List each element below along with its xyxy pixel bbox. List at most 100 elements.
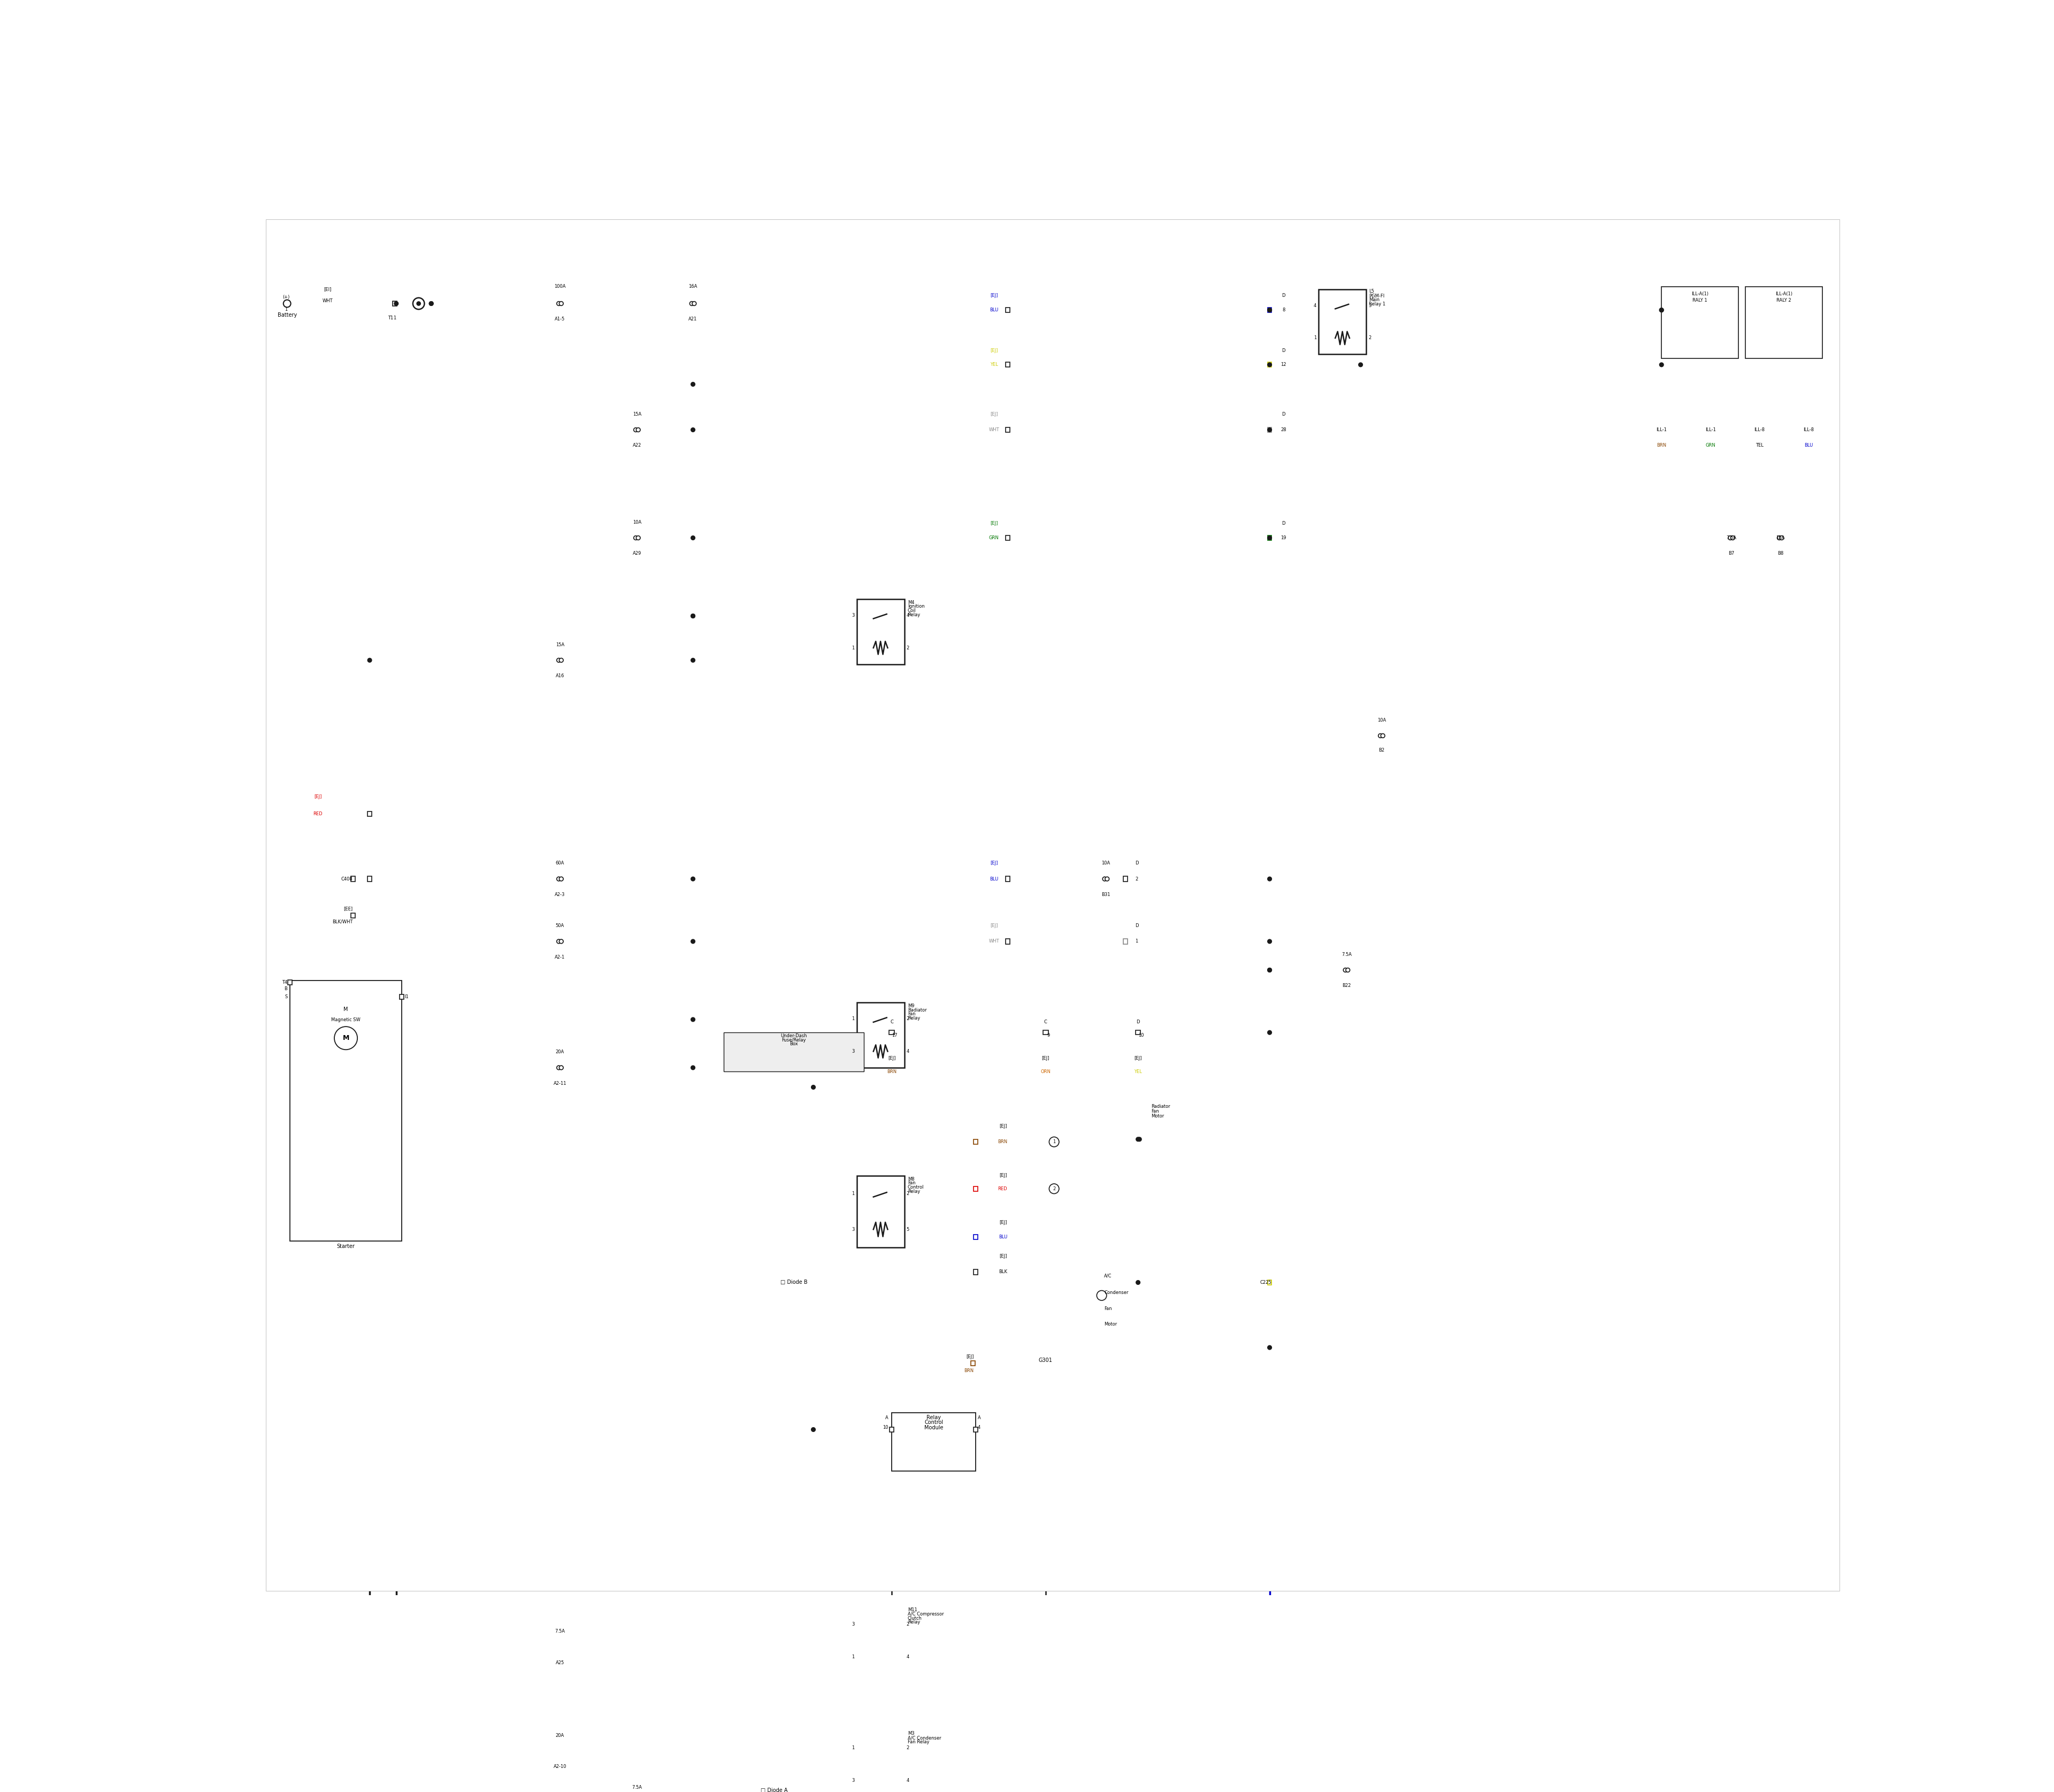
Circle shape xyxy=(635,536,639,539)
Text: 2: 2 xyxy=(906,645,910,650)
Text: BLU: BLU xyxy=(998,1235,1006,1240)
Text: 4: 4 xyxy=(906,613,910,618)
Text: 10: 10 xyxy=(1138,1032,1144,1038)
Circle shape xyxy=(1267,1030,1271,1034)
Bar xyxy=(1124,939,1128,944)
Text: [EJ]: [EJ] xyxy=(965,1355,974,1358)
Circle shape xyxy=(559,301,563,306)
Text: Magnetic SW: Magnetic SW xyxy=(331,1018,362,1021)
Text: S: S xyxy=(286,995,288,1000)
Circle shape xyxy=(559,658,563,663)
Text: D: D xyxy=(1282,294,1286,297)
Text: BLU: BLU xyxy=(990,308,998,312)
Circle shape xyxy=(637,536,641,539)
Text: ILL-A(1): ILL-A(1) xyxy=(1775,292,1793,296)
Circle shape xyxy=(690,1018,694,1021)
Text: WHT: WHT xyxy=(322,299,333,303)
Bar xyxy=(1006,536,1011,541)
Text: [EJ]: [EJ] xyxy=(990,348,998,353)
Text: [EJ]: [EJ] xyxy=(1134,1055,1142,1061)
Text: M11: M11 xyxy=(908,1607,916,1613)
Text: 17: 17 xyxy=(891,1032,898,1038)
Text: Relay 1: Relay 1 xyxy=(1368,301,1384,306)
Bar xyxy=(1267,1279,1271,1285)
Text: PGM-FI: PGM-FI xyxy=(1368,294,1384,297)
Text: [EJ]: [EJ] xyxy=(990,412,998,416)
Circle shape xyxy=(1727,536,1732,539)
Circle shape xyxy=(690,301,694,306)
Text: 1: 1 xyxy=(1315,335,1317,340)
Text: [EJ]: [EJ] xyxy=(990,923,998,928)
Text: A2-11: A2-11 xyxy=(553,1081,567,1086)
Circle shape xyxy=(1136,1138,1140,1142)
Circle shape xyxy=(1267,968,1271,971)
Text: 100A: 100A xyxy=(555,285,565,289)
Text: □ Diode A: □ Diode A xyxy=(760,1787,787,1792)
Text: 9: 9 xyxy=(1048,1032,1050,1038)
Text: BRN: BRN xyxy=(963,1369,974,1373)
Bar xyxy=(290,980,403,1240)
Text: A21: A21 xyxy=(688,317,696,321)
Circle shape xyxy=(429,301,433,306)
Circle shape xyxy=(1136,1281,1140,1285)
Text: BRN: BRN xyxy=(998,1140,1006,1145)
Circle shape xyxy=(1267,362,1271,367)
Circle shape xyxy=(557,939,561,943)
Text: A29: A29 xyxy=(633,552,641,556)
Text: Clutch: Clutch xyxy=(908,1616,922,1620)
Circle shape xyxy=(690,536,694,539)
Text: ILL-1: ILL-1 xyxy=(1705,428,1715,432)
Bar xyxy=(889,1030,893,1034)
Text: Ignition: Ignition xyxy=(908,604,924,609)
Text: RALY 2: RALY 2 xyxy=(1777,297,1791,303)
Circle shape xyxy=(1378,733,1382,738)
Circle shape xyxy=(690,615,694,618)
Text: A2-1: A2-1 xyxy=(555,955,565,959)
Circle shape xyxy=(1105,876,1109,882)
Text: ILL-8: ILL-8 xyxy=(1754,428,1764,432)
Bar xyxy=(1006,939,1011,944)
Bar xyxy=(857,599,904,665)
Circle shape xyxy=(690,1645,694,1649)
Text: 4: 4 xyxy=(906,1048,910,1054)
Text: 2: 2 xyxy=(906,1192,910,1195)
Text: M4: M4 xyxy=(908,600,914,604)
Text: 4: 4 xyxy=(906,1654,910,1659)
Text: BRN: BRN xyxy=(1658,443,1666,448)
Circle shape xyxy=(368,1645,372,1649)
Circle shape xyxy=(283,299,292,306)
Text: 3: 3 xyxy=(852,1228,854,1231)
Text: A16: A16 xyxy=(557,674,565,677)
Text: [EJ]: [EJ] xyxy=(314,794,322,799)
Text: T4: T4 xyxy=(281,980,288,986)
Circle shape xyxy=(1732,536,1736,539)
Text: 3: 3 xyxy=(852,1622,854,1627)
Text: Condenser: Condenser xyxy=(1105,1290,1128,1296)
Text: Coil: Coil xyxy=(908,607,916,613)
Text: GRN: GRN xyxy=(988,536,998,539)
Text: 7.5A: 7.5A xyxy=(633,1785,643,1790)
Text: Main: Main xyxy=(1368,297,1380,303)
Text: 20A: 20A xyxy=(557,1050,565,1054)
Circle shape xyxy=(1267,939,1271,943)
Text: RED: RED xyxy=(998,1186,1006,1192)
Text: BLU: BLU xyxy=(1803,443,1814,448)
Text: BLK/WHT: BLK/WHT xyxy=(333,919,353,925)
Circle shape xyxy=(1345,968,1349,971)
Text: C: C xyxy=(889,1020,893,1025)
Bar xyxy=(1267,536,1271,541)
Text: YEL: YEL xyxy=(1134,1070,1142,1073)
Text: Motor: Motor xyxy=(1152,1115,1165,1118)
Text: [EI]: [EI] xyxy=(325,287,331,292)
Text: BLU: BLU xyxy=(990,876,998,882)
Circle shape xyxy=(1358,362,1362,367)
Circle shape xyxy=(536,1645,540,1649)
Text: 3: 3 xyxy=(852,1778,854,1783)
Circle shape xyxy=(1660,308,1664,312)
Text: D: D xyxy=(1282,412,1286,416)
Text: 1: 1 xyxy=(1136,939,1138,944)
Text: Relay: Relay xyxy=(926,1416,941,1421)
Text: D: D xyxy=(1282,348,1286,353)
Circle shape xyxy=(559,876,563,882)
Circle shape xyxy=(1380,733,1384,738)
